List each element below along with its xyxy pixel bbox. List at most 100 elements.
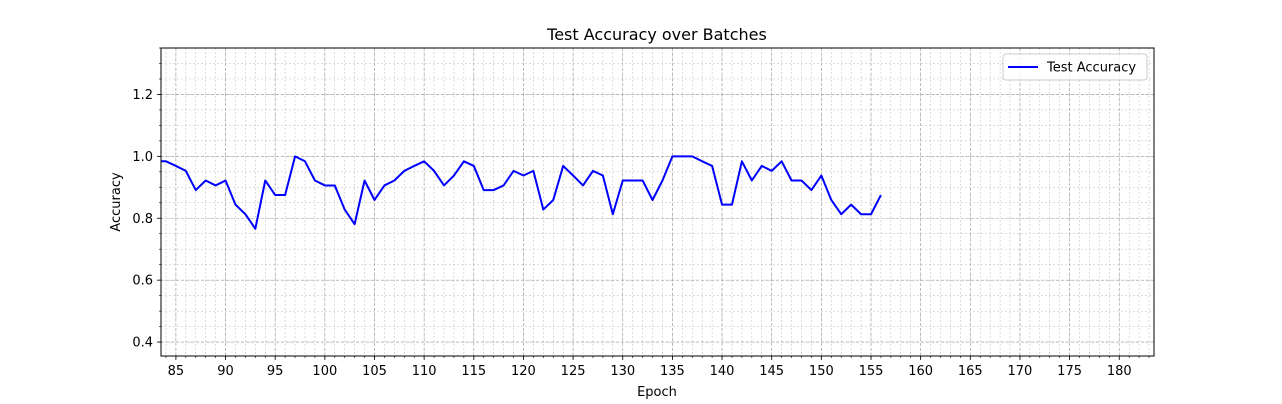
data-point (691, 155, 693, 157)
y-tick-label: 0.6 (132, 274, 153, 289)
data-point (413, 165, 415, 167)
x-tick-label: 140 (710, 364, 735, 379)
data-point (214, 184, 216, 186)
data-point (651, 199, 653, 201)
data-point (453, 174, 455, 176)
data-point (761, 165, 763, 167)
data-point (433, 170, 435, 172)
x-tick-label: 90 (217, 364, 234, 379)
data-point (602, 174, 604, 176)
data-point (254, 228, 256, 230)
y-tick-label: 0.8 (132, 212, 153, 227)
y-tick-label: 0.4 (132, 336, 153, 351)
data-point (224, 179, 226, 181)
data-point (701, 160, 703, 162)
data-point (532, 170, 534, 172)
data-point (820, 174, 822, 176)
x-tick-label: 100 (312, 364, 337, 379)
data-point (631, 179, 633, 181)
legend: Test Accuracy (1002, 53, 1148, 81)
x-tick-label: 150 (809, 364, 834, 379)
data-point (880, 194, 882, 196)
data-point (770, 170, 772, 172)
x-tick-label: 175 (1057, 364, 1082, 379)
data-point (304, 160, 306, 162)
legend-label: Test Accuracy (1046, 61, 1136, 76)
y-axis-label: Accuracy (109, 172, 124, 232)
data-point (443, 184, 445, 186)
data-point (840, 213, 842, 215)
legend-box (1002, 53, 1148, 81)
data-point (185, 170, 187, 172)
data-point (463, 160, 465, 162)
data-point (334, 184, 336, 186)
data-point (622, 179, 624, 181)
data-point (383, 184, 385, 186)
x-tick-label: 95 (267, 364, 284, 379)
data-point (165, 160, 167, 162)
data-point (264, 179, 266, 181)
x-tick-label: 180 (1107, 364, 1132, 379)
plot-frame (160, 47, 1155, 357)
data-point (870, 213, 872, 215)
x-tick-label: 120 (511, 364, 536, 379)
data-point (711, 165, 713, 167)
data-point (492, 189, 494, 191)
x-tick-label: 105 (362, 364, 387, 379)
data-point (572, 174, 574, 176)
data-point (314, 179, 316, 181)
data-point (244, 213, 246, 215)
data-point (780, 160, 782, 162)
data-point (562, 165, 564, 167)
data-point (175, 165, 177, 167)
data-point (294, 155, 296, 157)
x-tick-label: 170 (1008, 364, 1033, 379)
data-point (751, 179, 753, 181)
data-point (741, 160, 743, 162)
data-point (671, 155, 673, 157)
chart-title: Test Accuracy over Batches (546, 25, 767, 44)
data-point (522, 174, 524, 176)
data-point (284, 194, 286, 196)
x-tick-label: 165 (958, 364, 983, 379)
x-tick-label: 85 (168, 364, 185, 379)
data-point (502, 184, 504, 186)
data-point (473, 165, 475, 167)
data-point (423, 160, 425, 162)
data-point (731, 203, 733, 205)
data-point (274, 194, 276, 196)
series-line-test-accuracy (161, 155, 882, 230)
axis-ticks: 85 90 95 100 105 110 115 120 125 130 135 140 145 150 1… (132, 47, 1150, 379)
data-point (641, 179, 643, 181)
data-point (681, 155, 683, 157)
data-point (353, 223, 355, 225)
data-point (393, 179, 395, 181)
data-point (592, 170, 594, 172)
data-point (324, 184, 326, 186)
x-tick-label: 160 (908, 364, 933, 379)
grid (161, 47, 1154, 356)
x-tick-label: 130 (610, 364, 635, 379)
data-point (661, 179, 663, 181)
data-point (344, 208, 346, 210)
data-point (721, 203, 723, 205)
x-tick-label: 110 (412, 364, 437, 379)
data-point (403, 170, 405, 172)
data-point (860, 213, 862, 215)
data-point (850, 203, 852, 205)
data-point (195, 189, 197, 191)
data-point (552, 199, 554, 201)
data-point (790, 179, 792, 181)
data-point (483, 189, 485, 191)
x-tick-label: 135 (660, 364, 685, 379)
y-tick-label: 1.2 (132, 88, 153, 103)
data-point (830, 199, 832, 201)
plot-area (161, 48, 1154, 356)
data-point (542, 208, 544, 210)
x-tick-label: 145 (759, 364, 784, 379)
x-tick-label: 125 (561, 364, 586, 379)
data-point (373, 199, 375, 201)
x-tick-label: 115 (461, 364, 486, 379)
